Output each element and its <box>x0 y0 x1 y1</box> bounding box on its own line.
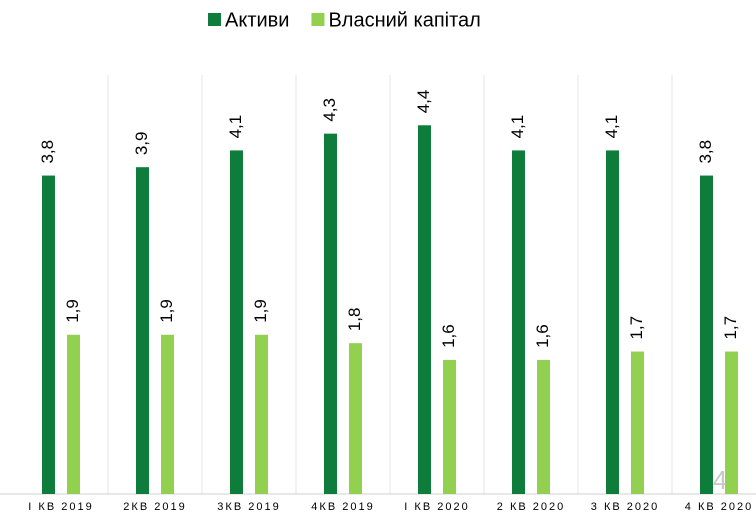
data-label: 1,7 <box>721 316 740 340</box>
data-label: 4,4 <box>414 90 433 114</box>
bar <box>324 133 337 494</box>
bar <box>631 351 644 494</box>
bar <box>42 175 55 494</box>
data-label: 4,1 <box>602 115 621 139</box>
data-label: 1,9 <box>63 299 82 323</box>
x-tick-label: 4КВ 2019 <box>311 501 374 513</box>
data-label: 1,6 <box>439 324 458 348</box>
x-tick-label: 3КВ 2019 <box>217 501 280 513</box>
data-label: 3,9 <box>132 132 151 156</box>
x-tick-label: 3 КВ 2020 <box>591 501 659 513</box>
data-label: 3,8 <box>38 140 57 164</box>
bar <box>443 359 456 494</box>
bar <box>349 343 362 494</box>
x-tick-label: I КВ 2020 <box>404 501 469 513</box>
bar <box>67 334 80 494</box>
data-label: 1,9 <box>157 299 176 323</box>
data-label: 4,3 <box>320 98 339 122</box>
bar <box>700 175 713 494</box>
page-number: 4 <box>713 465 727 495</box>
legend-label: Власний капітал <box>328 9 480 31</box>
x-tick-label: 2 КВ 2020 <box>497 501 565 513</box>
data-label: 1,7 <box>627 316 646 340</box>
bar <box>537 359 550 494</box>
bar <box>136 167 149 494</box>
data-label: 1,8 <box>345 308 364 332</box>
bar <box>512 150 525 495</box>
data-label: 1,9 <box>251 299 270 323</box>
data-label: 1,6 <box>533 324 552 348</box>
data-label: 3,8 <box>696 140 715 164</box>
x-tick-label: 4 КВ 2020 <box>685 501 753 513</box>
legend-label: Активи <box>225 9 289 31</box>
x-tick-label: 2КВ 2019 <box>123 501 186 513</box>
bar <box>725 351 738 494</box>
bar <box>606 150 619 495</box>
legend-swatch <box>311 13 325 26</box>
bar <box>418 125 431 494</box>
data-label: 4,1 <box>508 115 527 139</box>
bar <box>230 150 243 495</box>
x-tick-label: I КВ 2019 <box>28 501 93 513</box>
legend-swatch <box>208 13 221 26</box>
data-label: 4,1 <box>226 115 245 139</box>
bar <box>161 334 174 494</box>
bar <box>255 334 268 494</box>
